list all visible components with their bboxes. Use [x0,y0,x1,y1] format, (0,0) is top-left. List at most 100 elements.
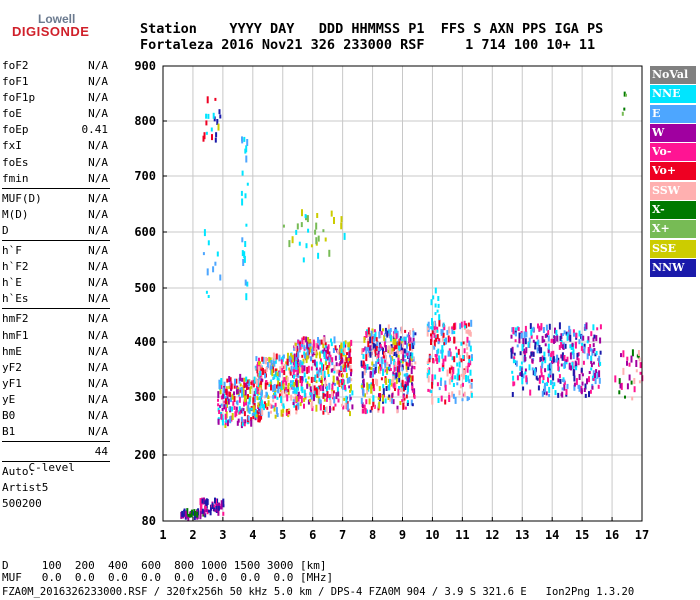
echo-point [578,384,581,392]
echo-point [403,336,406,342]
echo-point [217,407,220,412]
echo-point [544,343,547,347]
echo-point [436,334,439,340]
echo-point [272,405,275,409]
echo-point [470,392,473,398]
echo-point [281,362,284,368]
echo-point [247,415,250,421]
echo-point [583,388,586,392]
echo-point [296,396,299,403]
echo-point [540,327,543,331]
x-tick-label: 4 [249,528,256,542]
echo-point [620,382,623,390]
echo-point [369,351,372,358]
echo-point [393,367,396,372]
echo-point [251,413,254,416]
echo-point [296,367,299,374]
echo-point [241,136,243,142]
echo-point [382,347,384,355]
echo-point [319,358,322,363]
echo-point [345,395,348,403]
echo-points [180,91,644,521]
echo-point [398,338,401,343]
echo-point [399,344,402,350]
echo-point [451,366,454,373]
echo-point [639,362,642,369]
echo-point [206,96,209,104]
echo-point [374,349,377,354]
echo-point [430,299,433,306]
echo-point [315,394,318,398]
param-name: hmF1 [2,328,29,342]
echo-point [448,326,451,334]
echo-point [426,329,429,337]
echo-point [213,506,216,511]
echo-point [366,409,368,414]
echo-point [324,344,327,349]
echo-point [557,392,560,398]
echo-point [575,332,578,338]
echo-point [431,374,434,382]
echo-point [468,340,471,347]
echo-point [300,380,303,387]
echo-point [456,362,459,367]
echo-point [371,361,374,366]
echo-point [315,343,318,349]
echo-point [210,127,213,132]
echo-point [244,419,247,424]
echo-point [227,398,230,405]
echo-point [626,360,628,366]
echo-point [343,347,346,354]
echo-point [196,515,199,520]
echo-point [546,333,548,338]
echo-point [404,336,407,344]
echo-point [221,407,224,411]
echo-point [438,387,441,391]
echo-point [462,375,465,380]
param-name: hmF2 [2,312,29,326]
echo-point [259,396,262,400]
echo-point [274,402,277,407]
echo-point [513,360,516,364]
echo-point [328,351,331,359]
echo-point [224,420,227,425]
echo-point [245,376,248,382]
echo-point [186,508,189,516]
echo-point [270,360,273,366]
echo-point [328,249,331,257]
echo-point [384,338,387,344]
echo-point [523,331,526,339]
echo-point [236,420,239,426]
echo-point [583,343,586,349]
echo-point [380,377,383,381]
echo-point [207,295,210,298]
echo-point [398,360,401,365]
echo-point [395,329,398,335]
echo-point [570,344,573,350]
echo-point [259,370,262,376]
echo-point [519,351,522,356]
echo-point [301,344,303,347]
echo-point [467,375,470,382]
echo-point [368,398,371,405]
echo-point [560,363,563,367]
echo-point [429,355,432,360]
echo-point [274,389,277,396]
echo-point [316,213,319,218]
echo-point [460,373,463,377]
echo-point [530,351,533,357]
echo-point [538,377,541,384]
echo-point [389,368,392,371]
echo-point [301,361,304,368]
echo-point [392,343,395,351]
echo-point [223,381,226,388]
echo-point [401,367,404,372]
echo-point [436,349,439,356]
echo-point [433,332,436,338]
echo-point [440,331,443,336]
echo-point [442,332,445,338]
echo-point [431,330,434,335]
echo-point [272,399,275,403]
echo-point [370,366,373,370]
echo-point [532,370,535,376]
